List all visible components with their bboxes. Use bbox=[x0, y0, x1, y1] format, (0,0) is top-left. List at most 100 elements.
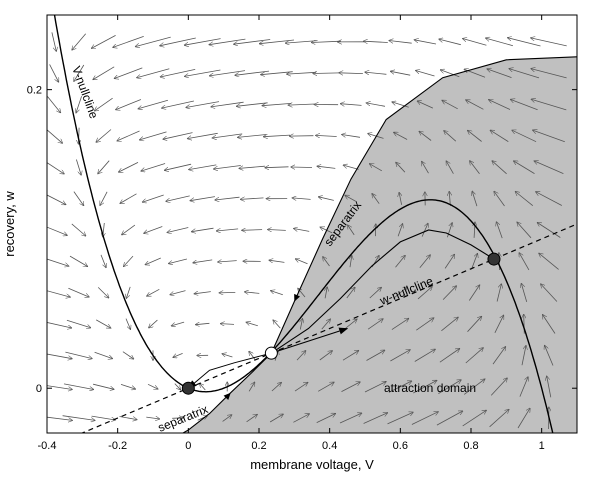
field-arrow bbox=[531, 38, 567, 47]
y-axis-title: recovery, w bbox=[2, 191, 17, 257]
field-arrow bbox=[113, 36, 144, 47]
x-tick-label: 0 bbox=[185, 440, 191, 452]
field-arrow bbox=[490, 130, 509, 142]
field-arrow bbox=[149, 319, 158, 328]
field-arrow bbox=[122, 224, 136, 235]
field-arrow bbox=[311, 41, 341, 42]
field-arrow bbox=[517, 222, 532, 239]
field-arrow bbox=[287, 72, 317, 74]
field-arrow bbox=[467, 316, 482, 332]
x-tick-label: -0.2 bbox=[108, 440, 127, 452]
field-arrow bbox=[97, 287, 109, 298]
x-tick-label: 0.4 bbox=[322, 440, 337, 452]
field-arrow bbox=[120, 193, 137, 204]
field-arrow bbox=[439, 349, 460, 363]
x-tick-label: 0.6 bbox=[393, 440, 408, 452]
plot-frame bbox=[46, 14, 578, 434]
field-arrow bbox=[391, 318, 409, 330]
field-arrow bbox=[295, 259, 308, 265]
x-tick-label: -0.4 bbox=[38, 440, 57, 452]
field-arrow bbox=[521, 283, 528, 303]
field-arrow bbox=[496, 284, 501, 302]
field-arrow bbox=[318, 197, 334, 201]
field-arrow bbox=[93, 383, 114, 389]
field-arrow bbox=[211, 101, 244, 107]
field-arrow bbox=[345, 195, 357, 203]
field-arrow bbox=[441, 317, 458, 332]
field-arrow bbox=[486, 38, 514, 47]
field-arrow bbox=[389, 41, 412, 44]
field-arrow bbox=[536, 192, 562, 206]
field-arrow bbox=[547, 376, 552, 398]
field-arrow bbox=[96, 319, 111, 328]
field-arrow bbox=[235, 70, 270, 75]
field-arrow bbox=[173, 353, 183, 357]
field-arrow bbox=[119, 416, 138, 420]
field-arrow bbox=[193, 259, 213, 263]
field-arrow bbox=[514, 161, 535, 174]
field-arrow bbox=[242, 230, 263, 231]
field-arrow bbox=[510, 99, 538, 111]
field-arrow bbox=[366, 350, 385, 361]
field-arrow bbox=[399, 192, 402, 205]
field-arrow bbox=[392, 102, 409, 108]
field-arrow bbox=[416, 71, 435, 77]
field-arrow bbox=[141, 163, 166, 172]
fixed-points bbox=[181, 252, 501, 395]
overshoot-trajectory bbox=[271, 327, 349, 354]
field-arrow bbox=[440, 70, 460, 78]
field-arrow bbox=[220, 324, 235, 325]
field-arrow bbox=[436, 411, 463, 426]
field-arrow bbox=[490, 378, 507, 396]
field-arrow bbox=[245, 292, 260, 294]
field-arrow bbox=[167, 227, 189, 233]
field-arrow bbox=[191, 227, 214, 232]
field-arrow bbox=[144, 226, 163, 234]
field-arrow bbox=[339, 73, 363, 74]
field-arrow bbox=[288, 104, 315, 105]
field-arrow bbox=[350, 256, 352, 268]
field-arrow bbox=[422, 161, 429, 174]
field-arrow bbox=[47, 385, 73, 390]
field-arrow bbox=[521, 346, 526, 366]
field-arrow bbox=[444, 131, 457, 142]
field-arrow bbox=[416, 318, 434, 331]
field-arrow bbox=[472, 191, 478, 207]
field-arrow bbox=[365, 72, 387, 74]
field-arrow bbox=[147, 288, 160, 296]
field-arrow bbox=[49, 64, 59, 82]
field-arrow bbox=[449, 191, 450, 206]
field-arrow bbox=[273, 320, 281, 329]
field-arrow bbox=[100, 254, 106, 268]
field-arrow bbox=[471, 253, 478, 270]
field-arrow bbox=[47, 226, 68, 236]
field-arrow bbox=[172, 418, 183, 419]
y-tick-label: 0.2 bbox=[27, 85, 42, 97]
field-arrow bbox=[294, 229, 310, 232]
field-arrow bbox=[438, 380, 461, 394]
field-arrow bbox=[47, 194, 66, 205]
field-arrow bbox=[465, 348, 484, 364]
field-arrow bbox=[169, 258, 187, 264]
field-arrow bbox=[390, 350, 410, 362]
field-arrow bbox=[186, 101, 220, 108]
field-arrow bbox=[117, 130, 140, 141]
field-arrow bbox=[246, 414, 258, 423]
field-arrow bbox=[512, 130, 537, 143]
field-arrow bbox=[419, 255, 431, 268]
field-arrow bbox=[164, 163, 192, 170]
field-arrow bbox=[215, 196, 240, 200]
field-arrow bbox=[171, 321, 185, 326]
field-arrow bbox=[363, 41, 388, 42]
field-arrow bbox=[531, 99, 567, 111]
field-arrow bbox=[413, 380, 437, 394]
field-arrow bbox=[147, 383, 158, 389]
field-arrow bbox=[494, 191, 505, 207]
separatrix-lower-curve bbox=[181, 352, 272, 433]
field-arrow bbox=[222, 354, 233, 358]
x-tick-label: 0.8 bbox=[463, 440, 478, 452]
field-arrow bbox=[185, 69, 221, 76]
field-arrow bbox=[344, 319, 357, 330]
field-arrow bbox=[138, 99, 169, 109]
field-arrow bbox=[509, 69, 540, 79]
